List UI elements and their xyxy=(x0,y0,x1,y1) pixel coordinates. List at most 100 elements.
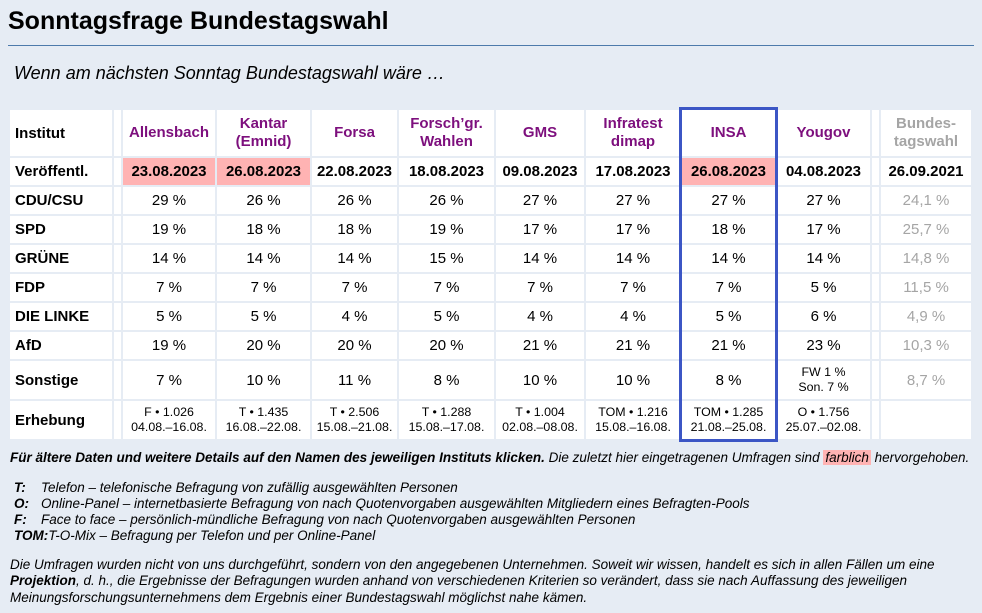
column-divider xyxy=(114,361,121,399)
column-divider xyxy=(114,158,121,185)
poll-question: Wenn am nächsten Sonntag Bundestagswahl … xyxy=(14,63,445,83)
poll-value-cell: 14 % xyxy=(123,245,215,272)
election-result-cell: 25,7 % xyxy=(881,216,971,243)
legend-key: T: xyxy=(14,480,26,496)
poll-value-cell: 18 % xyxy=(312,216,397,243)
poll-value-cell: 7 % xyxy=(123,274,215,301)
column-divider xyxy=(872,303,879,330)
column-divider xyxy=(872,245,879,272)
institute-link-kantar[interactable]: Kantar (Emnid) xyxy=(217,110,310,156)
poll-value-cell: 19 % xyxy=(123,216,215,243)
column-divider xyxy=(114,216,121,243)
poll-value-cell: 4 % xyxy=(496,303,584,330)
poll-value-cell: 27 % xyxy=(682,187,775,214)
poll-value-cell: FW 1 % Son. 7 % xyxy=(777,361,870,399)
poll-value-cell: 10 % xyxy=(586,361,680,399)
legend-text: Online-Panel – internetbasierte Befragun… xyxy=(41,496,750,512)
poll-value-cell: 17 % xyxy=(496,216,584,243)
poll-value-cell: 27 % xyxy=(586,187,680,214)
poll-value-cell: 20 % xyxy=(217,332,310,359)
poll-value-cell: 4 % xyxy=(312,303,397,330)
institute-link-forsa[interactable]: Forsa xyxy=(312,110,397,156)
poll-value-cell: 5 % xyxy=(217,303,310,330)
institute-link-allensbach[interactable]: Allensbach xyxy=(123,110,215,156)
poll-value-cell: 5 % xyxy=(682,303,775,330)
survey-method-legend: T: Telefon – telefonische Befragung von z… xyxy=(14,480,974,543)
poll-value-cell: 6 % xyxy=(777,303,870,330)
survey-detail-cell: T • 2.506 15.08.–21.08. xyxy=(312,401,397,439)
row-label-party: FDP xyxy=(10,274,112,301)
poll-value-cell: 5 % xyxy=(777,274,870,301)
poll-value-cell: 10 % xyxy=(217,361,310,399)
poll-value-cell: 26 % xyxy=(312,187,397,214)
legend-key: TOM: xyxy=(14,527,49,543)
highlighted-word: farblich xyxy=(823,450,871,465)
row-label-party: SPD xyxy=(10,216,112,243)
institute-link-infratest-dimap[interactable]: Infratest dimap xyxy=(586,110,680,156)
election-result-cell: 24,1 % xyxy=(881,187,971,214)
column-divider xyxy=(872,158,879,185)
table-row-gruene: GRÜNE 14 % 14 % 14 % 15 % 14 % 14 % 14 %… xyxy=(10,245,971,272)
column-divider xyxy=(114,401,121,439)
poll-value-cell: 14 % xyxy=(217,245,310,272)
date-cell: 17.08.2023 xyxy=(586,158,680,185)
title-divider xyxy=(8,45,974,46)
row-label-party: GRÜNE xyxy=(10,245,112,272)
poll-value-cell: 18 % xyxy=(217,216,310,243)
disclaimer-text-start: Die Umfragen wurden nicht von uns durchg… xyxy=(10,556,935,572)
poll-value-cell: 14 % xyxy=(496,245,584,272)
legend-text: Telefon – telefonische Befragung von zuf… xyxy=(41,480,458,496)
legend-item-telefon: T: Telefon – telefonische Befragung von z… xyxy=(14,480,974,496)
date-cell: 26.08.2023 xyxy=(682,158,775,185)
date-cell: 04.08.2023 xyxy=(777,158,870,185)
disclaimer: Die Umfragen wurden nicht von uns durchg… xyxy=(10,557,974,608)
poll-value-cell: 26 % xyxy=(399,187,494,214)
legend-key: F: xyxy=(14,512,27,528)
column-divider xyxy=(114,303,121,330)
column-divider xyxy=(872,110,879,156)
poll-value-cell: 7 % xyxy=(312,274,397,301)
disclaimer-text-end: , d. h., die Ergebnisse der Befragungen … xyxy=(10,573,908,606)
poll-value-cell: 18 % xyxy=(682,216,775,243)
column-divider xyxy=(114,187,121,214)
date-cell: 09.08.2023 xyxy=(496,158,584,185)
table-row-sonstige: Sonstige 7 % 10 % 11 % 8 % 10 % 10 % 8 %… xyxy=(10,361,971,399)
legend-text: Face to face – persönlich-mündliche Befr… xyxy=(41,512,636,528)
election-result-cell: 11,5 % xyxy=(881,274,971,301)
poll-value-cell: 11 % xyxy=(312,361,397,399)
poll-value-cell: 7 % xyxy=(586,274,680,301)
election-result-cell: 8,7 % xyxy=(881,361,971,399)
column-divider xyxy=(872,274,879,301)
poll-value-cell: 7 % xyxy=(399,274,494,301)
institute-link-gms[interactable]: GMS xyxy=(496,110,584,156)
poll-value-cell: 14 % xyxy=(682,245,775,272)
poll-value-cell: 21 % xyxy=(586,332,680,359)
legend-item-face-to-face: F: Face to face – persönlich-mündliche Be… xyxy=(14,512,974,528)
election-result-cell: 4,9 % xyxy=(881,303,971,330)
table-row-cdu-csu: CDU/CSU 29 % 26 % 26 % 26 % 27 % 27 % 27… xyxy=(10,187,971,214)
institute-link-insa[interactable]: INSA xyxy=(682,110,775,156)
note-click-instruction: Für ältere Daten und weitere Details auf… xyxy=(10,450,545,465)
election-result-cell: 10,3 % xyxy=(881,332,971,359)
row-label-party: DIE LINKE xyxy=(10,303,112,330)
column-divider xyxy=(114,274,121,301)
column-header-bundestagswahl: Bundes-tagswahl xyxy=(881,110,971,156)
legend-item-online: O: Online-Panel – internetbasierte Befrag… xyxy=(14,496,974,512)
column-divider xyxy=(114,110,121,156)
institute-link-forschgr-wahlen[interactable]: Forsch’gr. Wahlen xyxy=(399,110,494,156)
survey-detail-cell: O • 1.756 25.07.–02.08. xyxy=(777,401,870,439)
date-cell: 26.08.2023 xyxy=(217,158,310,185)
poll-value-cell: 20 % xyxy=(399,332,494,359)
legend-text: T-O-Mix – Befragung per Telefon und per … xyxy=(48,527,376,543)
survey-detail-cell: T • 1.288 15.08.–17.08. xyxy=(399,401,494,439)
survey-detail-cell: F • 1.026 04.08.–16.08. xyxy=(123,401,215,439)
institute-link-yougov[interactable]: Yougov xyxy=(777,110,870,156)
poll-value-cell: 27 % xyxy=(777,187,870,214)
date-cell: 26.09.2021 xyxy=(881,158,971,185)
row-label-sonstige: Sonstige xyxy=(10,361,112,399)
column-divider xyxy=(114,245,121,272)
row-label-party: CDU/CSU xyxy=(10,187,112,214)
poll-value-cell: 26 % xyxy=(217,187,310,214)
poll-value-cell: 19 % xyxy=(399,216,494,243)
poll-value-cell: 14 % xyxy=(777,245,870,272)
